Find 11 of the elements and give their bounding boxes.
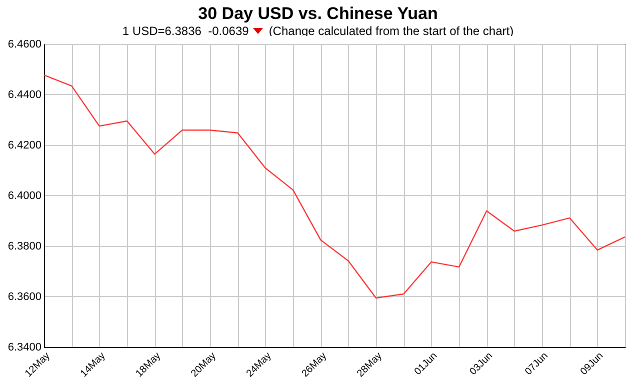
y-tick-label: 6.4200 [8, 140, 42, 152]
text: (Change calculated from the start of the chart) [268, 24, 514, 38]
chart-subtitle: 1 USD=6.3836 -0.0639 [122, 24, 249, 38]
y-tick-label: 6.3600 [8, 291, 42, 303]
y-tick-label: 6.4600 [8, 38, 42, 50]
y-tick-label: 6.3400 [8, 342, 42, 354]
chart-title: 30 Day USD vs. Chinese Yuan [197, 4, 439, 24]
y-tick-label: 6.3800 [8, 240, 42, 252]
line-series [43, 74, 626, 299]
y-tick-label: 6.4400 [8, 89, 42, 101]
y-tick-label: 6.4000 [8, 190, 42, 202]
